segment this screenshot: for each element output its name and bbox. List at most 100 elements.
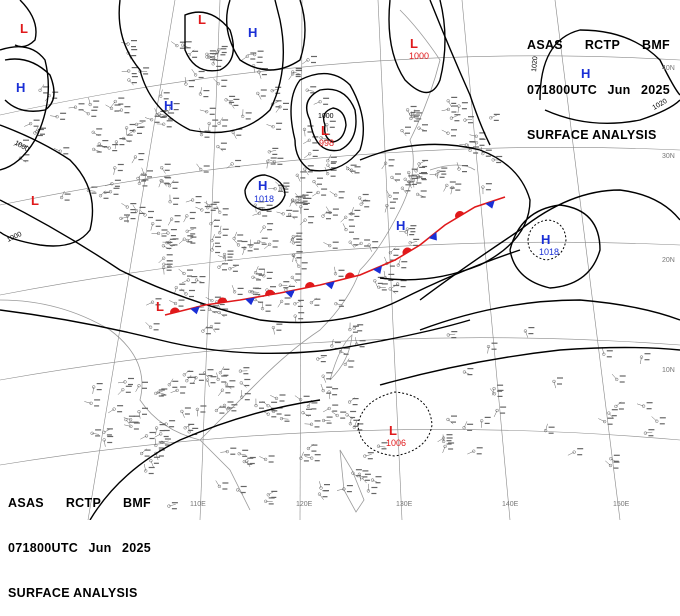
station-data-tick <box>114 188 120 189</box>
station-data-tick <box>134 422 139 423</box>
station-data-tick <box>200 405 206 406</box>
station-data-tick <box>167 264 173 265</box>
station-data-tick <box>165 438 171 439</box>
station-data-tick <box>331 163 336 164</box>
station-data-tick <box>131 46 136 47</box>
station-data-tick <box>272 154 277 155</box>
station-data-tick <box>253 288 259 289</box>
station-data-tick <box>235 166 240 167</box>
station-data-tick <box>333 215 338 216</box>
station-data-tick <box>115 186 120 187</box>
station-data-tick <box>645 353 651 354</box>
station-data-tick <box>154 323 160 324</box>
station-data-tick <box>229 380 235 381</box>
station-data-tick <box>132 73 137 74</box>
station-data-tick <box>173 244 178 245</box>
station-data-tick <box>304 209 309 210</box>
station-data-tick <box>117 405 123 406</box>
station-data-tick <box>189 80 195 81</box>
station-data-tick <box>360 346 365 347</box>
station-data-tick <box>271 410 277 411</box>
station-data-tick <box>422 160 428 161</box>
station-data-tick <box>614 468 619 469</box>
station-data-tick <box>326 378 331 379</box>
station-data-tick <box>242 241 248 242</box>
station-data-tick <box>607 356 612 357</box>
station-data-tick <box>164 92 170 93</box>
station-data-tick <box>393 192 399 193</box>
station-data-tick <box>118 164 124 165</box>
station-data-tick <box>648 429 654 430</box>
header-line-1: ASAS RCTP BMF <box>527 38 670 53</box>
station-data-tick <box>259 275 264 276</box>
station-data-tick <box>323 98 329 99</box>
station-data-tick <box>295 273 301 274</box>
station-data-tick <box>148 217 153 218</box>
station-data-tick <box>276 106 281 107</box>
station-data-tick <box>221 80 227 81</box>
pressure-value: 1006 <box>386 438 406 448</box>
station-data-tick <box>315 460 320 461</box>
high-center: H <box>396 218 405 233</box>
station-data-tick <box>468 116 474 117</box>
station-data-tick <box>179 306 184 307</box>
station-data-tick <box>298 300 304 301</box>
station-data-tick <box>500 413 505 414</box>
station-data-tick <box>300 202 305 203</box>
station-data-tick <box>451 416 457 417</box>
station-data-tick <box>267 211 272 212</box>
station-data-tick <box>147 176 152 177</box>
station-data-tick <box>95 435 100 436</box>
station-data-tick <box>450 181 456 182</box>
station-data-tick <box>114 194 119 195</box>
station-data-tick <box>262 244 267 245</box>
station-data-tick <box>155 122 160 123</box>
station-data-tick <box>462 165 468 166</box>
station-data-tick <box>271 491 277 492</box>
station-data-tick <box>261 95 266 96</box>
station-data-tick <box>104 192 110 193</box>
station-data-tick <box>451 97 457 98</box>
station-data-tick <box>276 123 282 124</box>
station-data-tick <box>362 470 368 471</box>
station-data-tick <box>371 487 377 488</box>
station-data-tick <box>215 237 221 238</box>
station-data-tick <box>235 160 241 161</box>
station-data-tick <box>200 282 205 283</box>
station-data-tick <box>577 448 583 449</box>
station-data-tick <box>115 180 121 181</box>
station-data-tick <box>190 218 195 219</box>
station-data-tick <box>205 212 210 213</box>
station-data-tick <box>339 300 345 301</box>
station-data-tick <box>259 402 265 403</box>
station-data-tick <box>115 104 121 105</box>
station-data-tick <box>372 241 378 242</box>
station-data-tick <box>303 201 308 202</box>
station-data-tick <box>549 427 555 428</box>
station-data-tick <box>117 411 122 412</box>
station-data-tick <box>306 192 312 193</box>
station-data-tick <box>477 453 482 454</box>
station-data-tick <box>238 288 244 289</box>
station-data-tick <box>467 424 473 425</box>
station-data-tick <box>401 286 406 287</box>
station-data-tick <box>467 368 473 369</box>
header-top-right: ASAS RCTP BMF 071800UTC Jun 2025 SURFACE… <box>527 8 670 158</box>
station-data-tick <box>500 407 506 408</box>
station-data-tick <box>348 360 354 361</box>
station-data-tick <box>405 190 410 191</box>
station-data-tick <box>306 198 311 199</box>
station-data-tick <box>277 413 282 414</box>
station-data-tick <box>142 414 147 415</box>
station-data-tick <box>199 380 204 381</box>
station-data-tick <box>390 266 395 267</box>
station-data-tick <box>284 186 290 187</box>
station-data-tick <box>332 394 337 395</box>
station-data-tick <box>298 312 304 313</box>
station-data-tick <box>332 411 337 412</box>
station-data-tick <box>448 448 453 449</box>
station-data-tick <box>223 208 229 209</box>
station-data-tick <box>365 474 371 475</box>
station-data-tick <box>304 460 309 461</box>
station-data-tick <box>222 263 228 264</box>
